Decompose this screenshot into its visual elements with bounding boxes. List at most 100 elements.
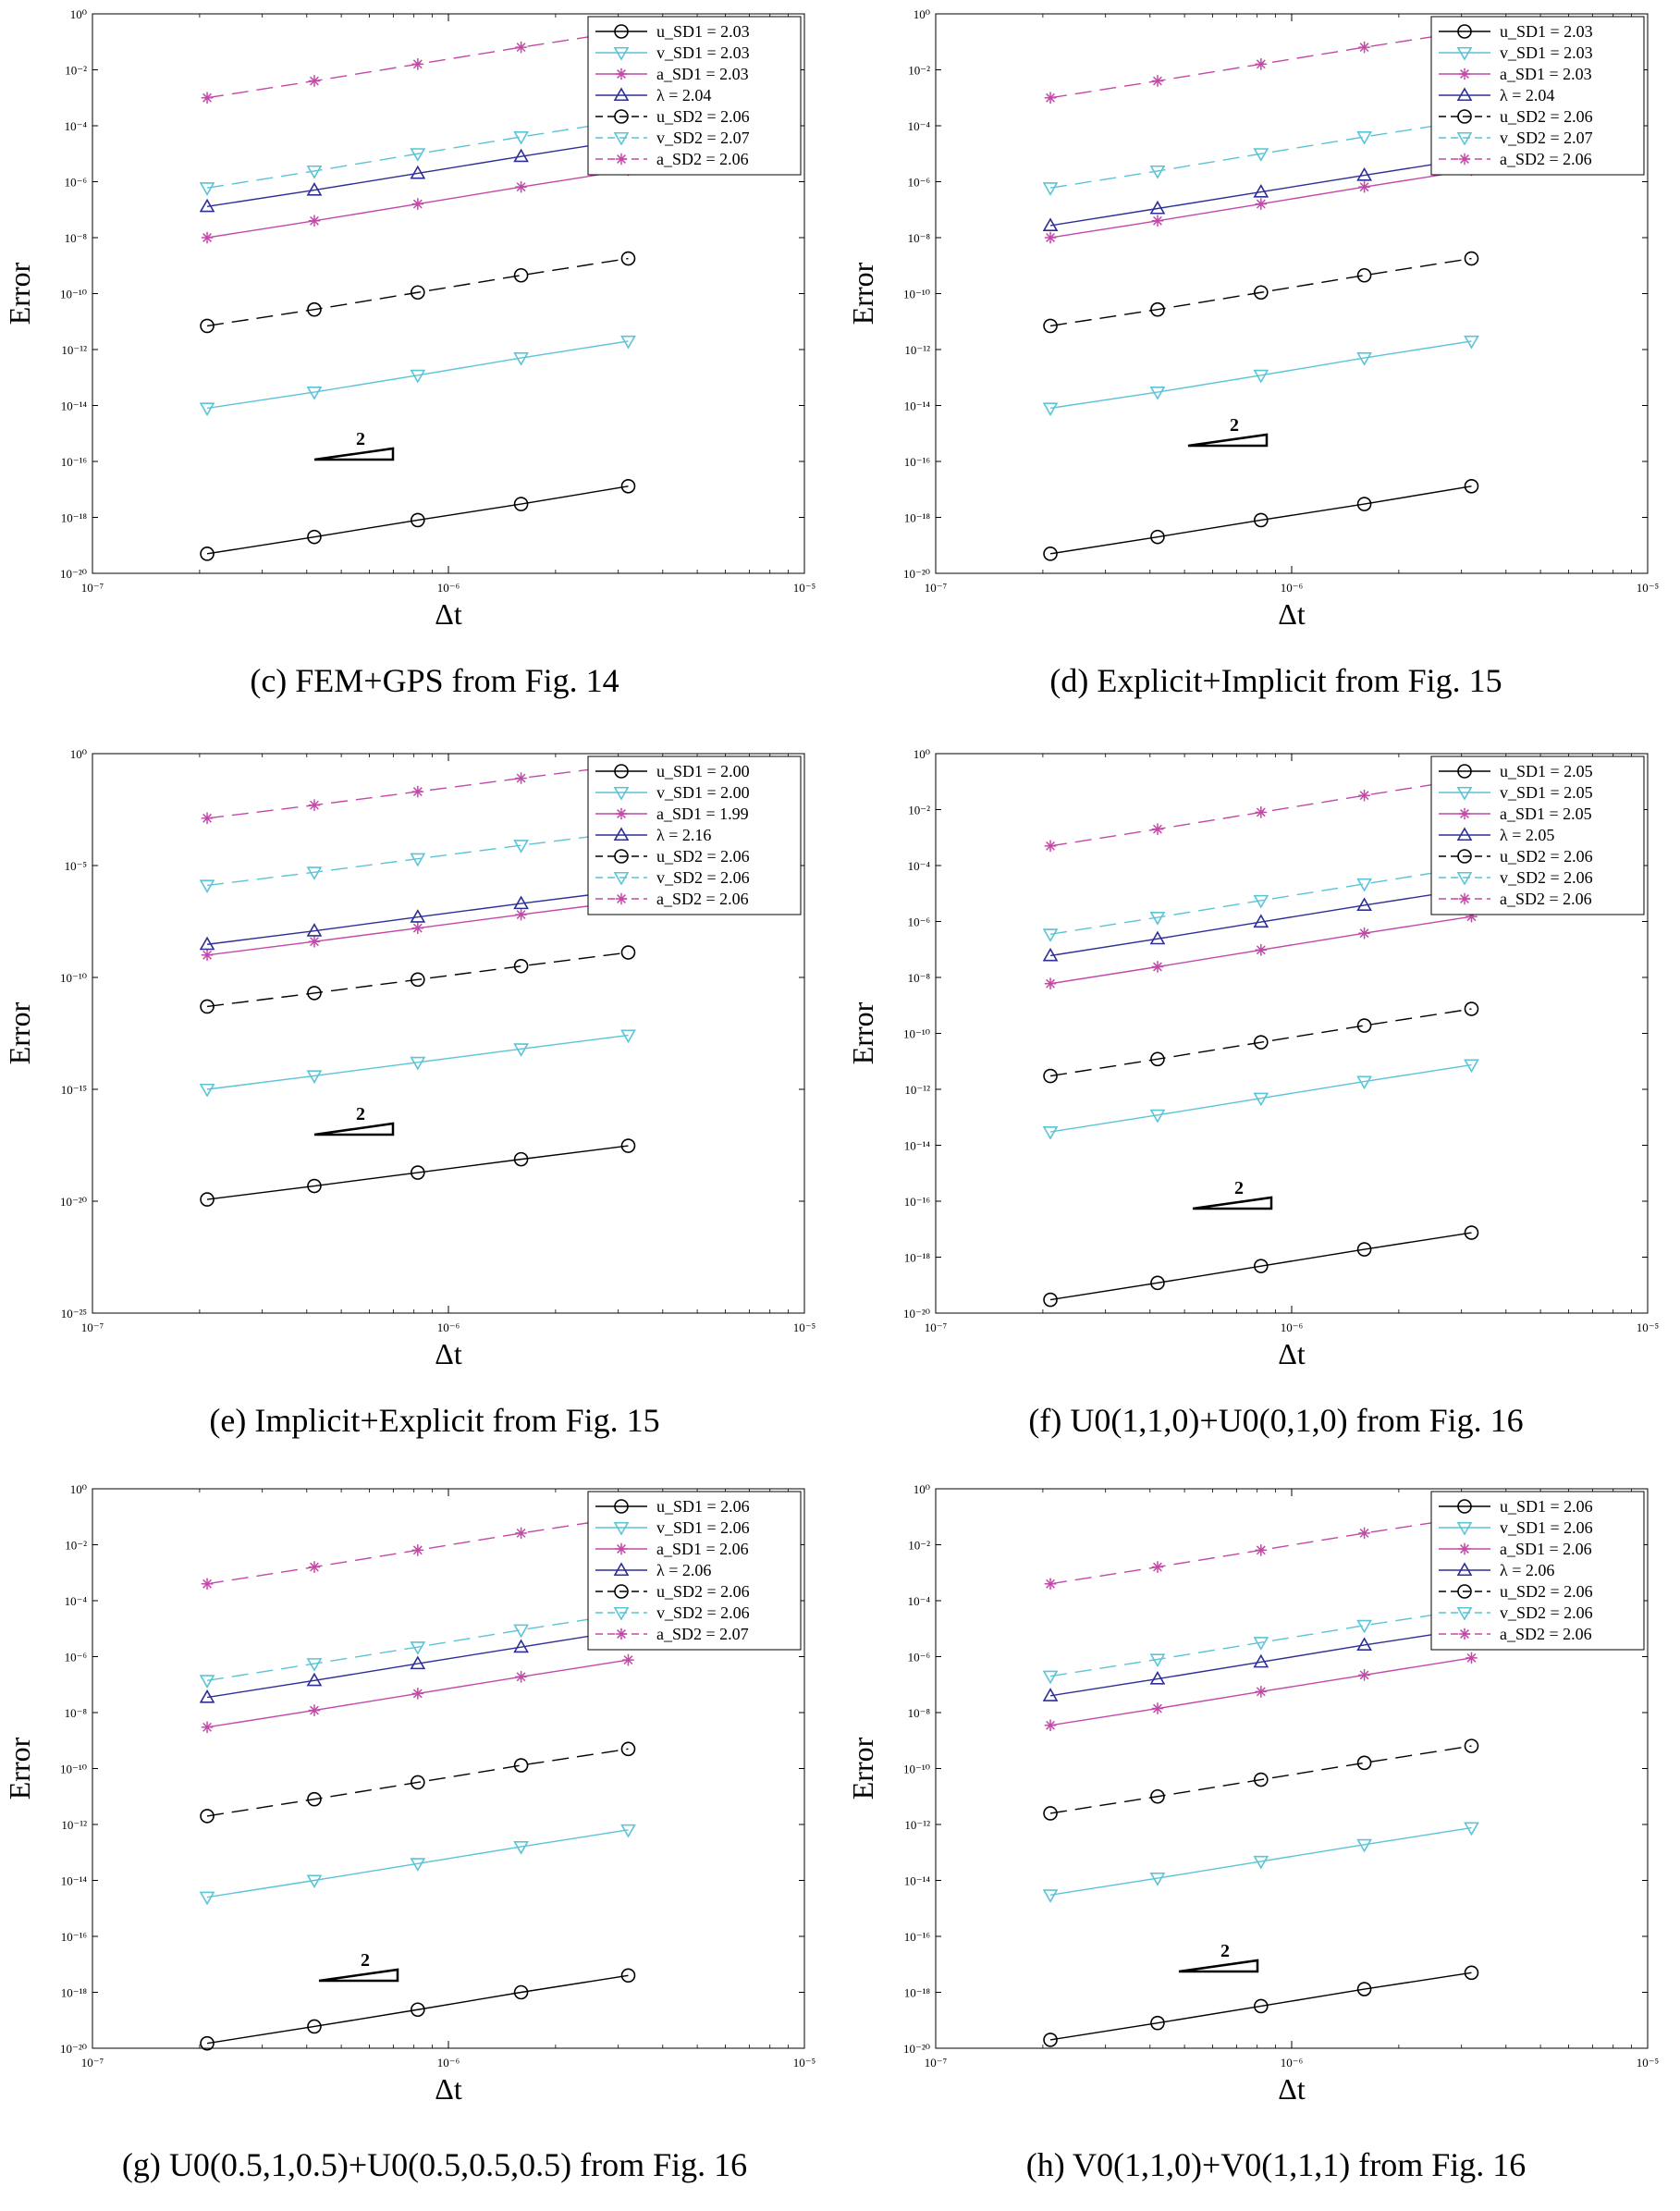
y-tick-label: 10⁻⁸ [908,1706,931,1720]
data-point [1356,166,1372,181]
data-point [1356,352,1372,366]
legend-marker [615,807,628,820]
data-point [1356,130,1372,145]
data-point [411,285,425,301]
error-plot-1: 10⁻²⁰ 10⁻¹⁸ 10⁻¹⁶ 10⁻¹⁴ 10⁻¹² 10⁻¹⁰ 10⁻⁸ 10⁻⁶ 10… [846,7,1659,631]
y-tick-label: 10⁻² [908,804,930,817]
legend-entry: a_SD2 = 2.06 [1500,1625,1592,1643]
data-point [1149,1109,1166,1124]
legend-entry: v_SD1 = 2.03 [1500,43,1593,62]
legend-entry: a_SD1 = 2.03 [656,65,749,83]
series-line [1049,119,1472,189]
x-axis-label: Δt [435,1337,462,1370]
legend-marker [1458,807,1471,820]
series-1 [1042,335,1479,417]
legend-marker [1457,24,1472,39]
data-point [513,148,529,163]
data-point [1255,1544,1268,1556]
figure-caption: (h) V0(1,1,0)+V0(1,1,1) from Fig. 16 [1025,2146,1527,2183]
y-tick-label: 10⁻² [65,64,87,78]
legend-entry: u_SD2 = 2.06 [1500,1582,1593,1601]
data-point [201,1721,214,1734]
series-line [1049,340,1472,410]
legend-marker [614,849,629,864]
y-tick-label: 10⁻¹² [61,343,87,357]
series-line [206,119,629,189]
data-point [513,267,529,283]
series-line [206,1829,629,1898]
legend-marker [1458,1542,1471,1555]
data-point [1254,512,1269,528]
data-point [306,923,323,937]
data-point [306,165,323,179]
data-point [1254,1259,1269,1273]
data-point [199,1689,215,1703]
data-point [410,1655,426,1670]
data-point [1356,878,1372,892]
data-point [201,92,214,104]
data-point [1150,1788,1165,1804]
data-point [1043,2033,1058,2047]
series-6 [1044,24,1478,104]
data-point [620,335,636,350]
data-point [1253,1092,1269,1107]
series-3 [1042,150,1479,232]
y-tick-label: 10⁰ [914,747,930,761]
legend-entry: a_SD1 = 2.06 [656,1540,749,1558]
data-point [1254,1772,1269,1787]
y-tick-label: 10⁻⁶ [908,915,930,929]
legend-entry: u_SD1 = 2.03 [656,22,750,41]
data-point [1358,789,1370,802]
series-line [206,139,629,207]
data-point [1044,840,1057,853]
y-tick-label: 10⁻²⁰ [60,2042,87,2056]
data-point [201,231,214,244]
data-point [410,148,426,162]
x-tick-label: 10⁻⁷ [81,2056,104,2070]
y-tick-label: 10⁻⁸ [908,971,931,985]
legend-marker [1457,1584,1472,1599]
series-1 [199,335,636,417]
data-point [620,945,636,960]
legend-marker [1458,892,1471,905]
y-axis-label: Error [846,262,879,325]
legend: u_SD1 = 2.06 v_SD1 = 2.06 a_SD1 = 2.06 λ = … [587,1491,802,1651]
data-point [1151,215,1164,227]
data-point [1043,1806,1058,1821]
series-2 [1044,164,1478,244]
data-point [199,879,215,894]
data-point [200,547,215,561]
data-point [1149,930,1166,945]
y-tick-label: 10⁻¹⁶ [61,455,87,469]
data-point [1356,497,1372,511]
data-point [1150,1275,1165,1291]
x-tick-label: 10⁻⁵ [793,581,815,595]
data-point [620,1029,636,1044]
series-4 [1043,1738,1479,1821]
data-point [1042,1889,1059,1903]
legend-marker [613,1562,630,1577]
data-point [513,1043,529,1057]
y-axis-label: Error [3,262,36,325]
data-point [515,1671,527,1683]
data-point [1356,1018,1372,1033]
data-point [308,799,321,811]
y-tick-label: 10⁰ [70,747,87,761]
legend-entry: v_SD1 = 2.06 [656,1518,750,1537]
y-tick-label: 10⁻¹⁰ [60,1763,87,1776]
y-tick-label: 10⁻¹⁴ [61,399,88,413]
series-line [206,1145,629,1200]
y-tick-label: 10⁻¹⁰ [60,288,87,301]
data-point [1042,1688,1059,1701]
legend-entry: u_SD2 = 2.06 [1500,847,1593,866]
legend-entry: v_SD1 = 2.06 [1500,1518,1593,1537]
data-point [515,180,527,193]
data-point [411,198,424,210]
data-point [620,1968,636,1984]
data-point [410,165,426,179]
x-tick-label: 10⁻⁷ [925,2056,947,2070]
y-tick-label: 10⁻⁵ [65,859,87,873]
series-line [206,1628,629,1699]
data-point [1464,1965,1479,1981]
legend-marker [1456,1521,1473,1536]
